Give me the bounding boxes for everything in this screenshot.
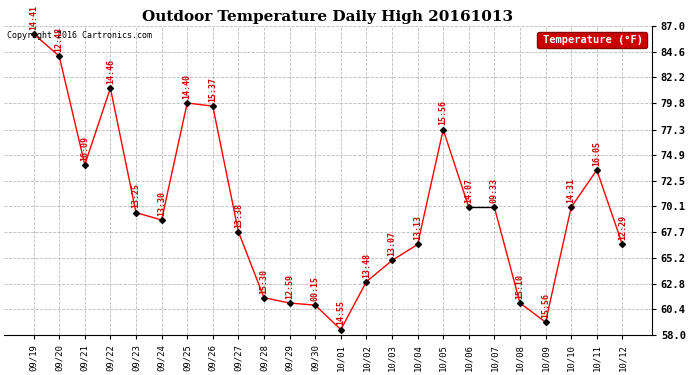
Text: 14:40: 14:40 — [183, 74, 192, 99]
Text: 15:30: 15:30 — [259, 268, 268, 294]
Text: 13:30: 13:30 — [157, 191, 166, 216]
Text: 12:59: 12:59 — [285, 274, 294, 299]
Text: 16:09: 16:09 — [80, 135, 89, 160]
Legend: Temperature (°F): Temperature (°F) — [538, 32, 647, 48]
Text: 00:15: 00:15 — [310, 276, 319, 301]
Text: Copyright 2016 Cartronics.com: Copyright 2016 Cartronics.com — [8, 31, 152, 40]
Text: 15:10: 15:10 — [515, 274, 524, 299]
Text: 14:07: 14:07 — [464, 178, 473, 203]
Text: 15:56: 15:56 — [439, 100, 448, 125]
Text: 16:05: 16:05 — [592, 141, 601, 166]
Text: 09:33: 09:33 — [490, 178, 499, 203]
Text: 15:37: 15:37 — [208, 77, 217, 102]
Text: 15:56: 15:56 — [541, 293, 550, 318]
Text: 13:48: 13:48 — [362, 253, 371, 278]
Text: 12:29: 12:29 — [618, 215, 627, 240]
Text: 14:31: 14:31 — [566, 178, 575, 203]
Text: 12:48: 12:48 — [55, 27, 63, 52]
Text: 13:25: 13:25 — [132, 183, 141, 209]
Title: Outdoor Temperature Daily High 20161013: Outdoor Temperature Daily High 20161013 — [142, 10, 513, 24]
Text: 13:07: 13:07 — [388, 231, 397, 256]
Text: 14:46: 14:46 — [106, 59, 115, 84]
Text: 13:38: 13:38 — [234, 202, 243, 228]
Text: 14:41: 14:41 — [29, 4, 38, 30]
Text: 13:13: 13:13 — [413, 215, 422, 240]
Text: 14:55: 14:55 — [336, 300, 345, 326]
